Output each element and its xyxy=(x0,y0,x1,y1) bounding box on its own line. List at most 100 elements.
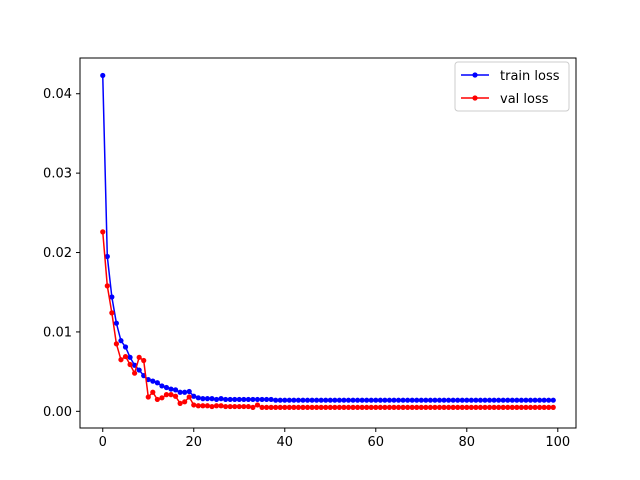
data-point-val-loss xyxy=(218,403,224,409)
data-point-val-loss xyxy=(254,402,261,408)
legend-marker-val xyxy=(472,95,478,101)
data-point-train-loss xyxy=(318,397,324,403)
data-point-val-loss xyxy=(122,353,129,360)
data-point-train-loss xyxy=(359,397,365,403)
data-point-val-loss xyxy=(432,404,438,410)
data-point-train-loss xyxy=(109,294,115,300)
x-tick-label: 0 xyxy=(99,435,107,450)
data-point-train-loss xyxy=(213,396,220,403)
data-point-train-loss xyxy=(445,397,452,403)
data-point-val-loss xyxy=(491,404,497,410)
data-point-val-loss xyxy=(177,400,183,406)
data-point-train-loss xyxy=(327,397,333,403)
data-point-train-loss xyxy=(227,396,233,403)
data-point-train-loss xyxy=(546,397,552,403)
data-point-train-loss xyxy=(273,397,279,403)
data-point-val-loss xyxy=(168,392,174,398)
data-point-train-loss xyxy=(336,397,342,403)
data-point-val-loss xyxy=(200,403,206,409)
data-point-train-loss xyxy=(409,397,415,403)
data-point-train-loss xyxy=(532,397,538,403)
data-point-train-loss xyxy=(518,397,524,403)
data-point-train-loss xyxy=(354,397,361,403)
data-point-val-loss xyxy=(300,404,306,410)
data-point-train-loss xyxy=(436,397,443,403)
data-point-train-loss xyxy=(450,397,456,403)
data-point-train-loss xyxy=(377,397,383,403)
data-point-val-loss xyxy=(496,404,502,410)
x-tick-label: 60 xyxy=(368,435,385,450)
data-point-val-loss xyxy=(359,404,365,410)
data-point-train-loss xyxy=(218,396,224,402)
data-point-train-loss xyxy=(268,396,274,403)
series-val-loss xyxy=(100,229,556,410)
data-point-val-loss xyxy=(223,403,229,410)
data-point-val-loss xyxy=(473,404,479,410)
data-point-train-loss xyxy=(232,396,238,403)
data-point-val-loss xyxy=(236,403,242,410)
data-point-train-loss xyxy=(418,397,424,403)
data-point-val-loss xyxy=(423,404,429,410)
data-point-train-loss xyxy=(113,320,119,326)
data-point-val-loss xyxy=(523,404,529,410)
data-point-train-loss xyxy=(382,397,388,403)
legend-label-val: val loss xyxy=(500,92,549,107)
data-point-val-loss xyxy=(227,403,233,410)
data-point-train-loss xyxy=(496,397,502,403)
data-point-val-loss xyxy=(268,404,274,410)
data-point-val-loss xyxy=(132,370,138,376)
data-point-train-loss xyxy=(368,397,374,403)
data-point-val-loss xyxy=(400,404,406,410)
data-point-train-loss xyxy=(254,396,261,403)
data-point-val-loss xyxy=(136,354,142,360)
data-point-train-loss xyxy=(245,396,251,403)
data-point-val-loss xyxy=(455,404,461,410)
data-point-train-loss xyxy=(309,397,315,403)
data-point-val-loss xyxy=(295,404,302,410)
data-point-train-loss xyxy=(250,396,256,403)
data-point-val-loss xyxy=(327,404,333,410)
data-point-val-loss xyxy=(418,404,424,410)
y-tick-label: 0.00 xyxy=(43,405,72,420)
x-tick-label: 80 xyxy=(459,435,476,450)
data-point-train-loss xyxy=(427,397,433,403)
legend: train loss val loss xyxy=(454,61,570,112)
data-point-train-loss xyxy=(400,397,406,403)
data-point-val-loss xyxy=(118,357,124,363)
data-point-train-loss xyxy=(505,397,511,403)
data-point-train-loss xyxy=(236,396,242,403)
data-point-train-loss xyxy=(509,397,515,403)
data-point-val-loss xyxy=(550,404,556,410)
data-point-val-loss xyxy=(395,404,402,410)
data-point-val-loss xyxy=(318,404,324,410)
data-point-val-loss xyxy=(537,404,543,410)
y-axis: 0.00 0.01 0.02 0.03 0.04 xyxy=(43,87,80,420)
data-point-val-loss xyxy=(259,404,265,410)
data-point-val-loss xyxy=(332,404,338,410)
data-point-train-loss xyxy=(486,397,493,403)
data-point-train-loss xyxy=(182,389,188,395)
data-point-train-loss xyxy=(172,387,179,393)
x-tick-label: 20 xyxy=(185,435,202,450)
data-point-train-loss xyxy=(118,338,124,344)
data-point-train-loss xyxy=(209,396,215,402)
data-point-train-loss xyxy=(341,397,347,403)
data-point-val-loss xyxy=(109,310,115,316)
data-point-val-loss xyxy=(159,395,165,401)
data-point-val-loss xyxy=(405,404,411,410)
data-point-val-loss xyxy=(441,404,447,410)
data-point-train-loss xyxy=(277,397,283,403)
data-point-val-loss xyxy=(450,404,456,410)
data-point-val-loss xyxy=(163,392,170,398)
data-point-val-loss xyxy=(100,229,106,235)
data-point-val-loss xyxy=(354,404,361,410)
data-point-train-loss xyxy=(395,397,402,403)
data-point-train-loss xyxy=(100,72,106,79)
data-point-val-loss xyxy=(204,403,211,409)
data-point-train-loss xyxy=(482,397,488,403)
data-point-val-loss xyxy=(154,396,160,403)
data-point-val-loss xyxy=(541,404,547,410)
data-point-val-loss xyxy=(304,404,311,410)
data-point-train-loss xyxy=(500,397,506,403)
